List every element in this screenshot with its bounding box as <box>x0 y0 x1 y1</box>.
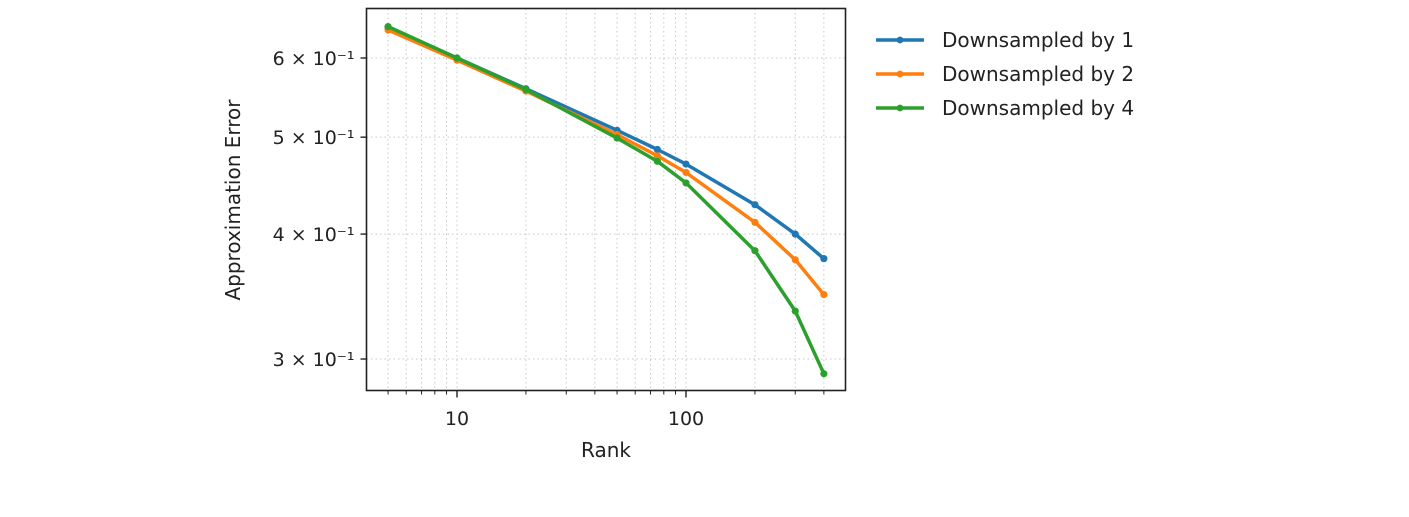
legend-label: Downsampled by 4 <box>942 96 1134 120</box>
data-point <box>682 179 690 187</box>
legend-label: Downsampled by 2 <box>942 62 1134 86</box>
legend-marker <box>896 104 904 112</box>
legend-item-1: Downsampled by 1 <box>876 28 1134 52</box>
data-point <box>751 247 759 255</box>
y-tick-label: 6 × 10⁻¹ <box>273 48 355 70</box>
data-point <box>522 85 530 94</box>
data-point <box>820 290 828 299</box>
x-tick-label: 100 <box>668 408 704 430</box>
data-point <box>682 160 690 168</box>
plot-series <box>384 22 828 378</box>
data-point <box>751 201 759 209</box>
y-axis-label: Approximation Error <box>221 99 245 301</box>
data-point <box>682 168 690 177</box>
legend-label: Downsampled by 1 <box>942 28 1134 52</box>
data-point <box>791 230 799 238</box>
data-point <box>653 157 661 165</box>
data-point <box>791 307 799 315</box>
y-tick-label: 4 × 10⁻¹ <box>273 224 355 246</box>
y-tick-label: 3 × 10⁻¹ <box>273 349 355 371</box>
legend-item-3: Downsampled by 4 <box>876 96 1134 120</box>
data-point <box>820 255 828 263</box>
data-point <box>751 218 759 226</box>
x-axis-label: Rank <box>581 438 631 462</box>
plot-frame <box>365 7 847 392</box>
y-axis-ticks: 3 × 10⁻¹ 4 × 10⁻¹ 5 × 10⁻¹ 6 × 10⁻¹ <box>273 48 367 371</box>
legend-marker <box>896 36 904 44</box>
data-point <box>653 152 661 160</box>
data-point <box>820 370 828 378</box>
data-point <box>453 54 461 62</box>
data-point <box>384 22 392 31</box>
grid-lines <box>366 8 846 391</box>
data-point <box>613 134 621 142</box>
legend: Downsampled by 1 Downsampled by 2 Downsamp… <box>876 28 1134 120</box>
x-tick-label: 10 <box>445 408 469 430</box>
legend-item-2: Downsampled by 2 <box>876 62 1134 86</box>
y-tick-label: 5 × 10⁻¹ <box>273 127 355 149</box>
series-line <box>386 24 826 376</box>
series-3 <box>384 22 828 378</box>
data-point <box>791 256 799 264</box>
legend-marker <box>896 70 904 78</box>
x-axis-ticks: 10 100 <box>387 390 825 430</box>
data-point <box>653 145 661 154</box>
